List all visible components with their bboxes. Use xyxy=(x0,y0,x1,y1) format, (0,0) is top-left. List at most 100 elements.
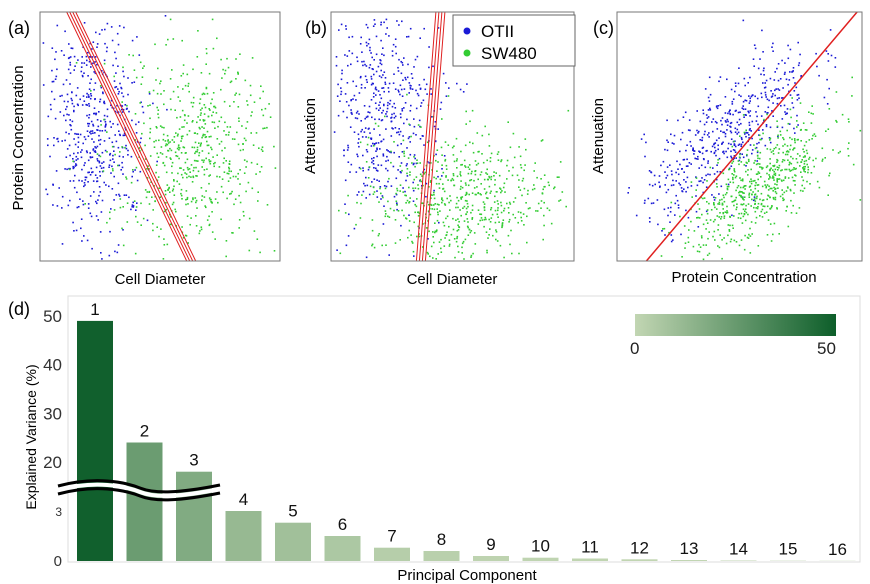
point xyxy=(152,209,154,211)
point xyxy=(455,137,458,140)
point xyxy=(125,144,127,147)
point xyxy=(191,121,194,123)
point xyxy=(364,87,366,89)
point xyxy=(116,123,119,126)
point xyxy=(400,116,402,119)
point xyxy=(493,171,495,173)
point xyxy=(121,161,123,164)
point xyxy=(465,213,468,215)
point xyxy=(90,95,93,97)
point xyxy=(787,159,789,161)
point xyxy=(376,170,379,172)
point xyxy=(702,244,705,246)
point xyxy=(424,171,426,174)
point xyxy=(169,141,171,143)
point xyxy=(360,75,362,78)
point xyxy=(745,204,747,207)
point xyxy=(772,165,774,167)
point xyxy=(119,198,122,200)
point xyxy=(51,69,53,72)
point xyxy=(121,227,123,230)
point xyxy=(162,162,164,164)
point xyxy=(717,159,719,161)
point xyxy=(430,180,432,182)
point xyxy=(358,138,360,140)
point xyxy=(77,136,80,139)
point xyxy=(667,188,670,191)
point xyxy=(229,81,232,84)
point xyxy=(66,93,69,96)
point xyxy=(441,118,443,120)
point xyxy=(350,163,353,166)
point xyxy=(789,148,791,151)
point xyxy=(697,132,699,134)
point xyxy=(436,170,438,172)
point xyxy=(715,178,718,181)
point xyxy=(435,159,437,162)
point xyxy=(169,157,172,159)
point xyxy=(834,57,837,59)
point xyxy=(508,221,510,223)
point xyxy=(416,159,418,161)
point xyxy=(543,224,545,227)
point xyxy=(628,187,630,189)
point xyxy=(743,185,746,187)
point xyxy=(722,212,724,214)
point xyxy=(760,210,763,213)
point xyxy=(218,166,221,168)
point xyxy=(396,131,398,134)
point xyxy=(81,62,83,64)
point xyxy=(366,143,369,146)
point xyxy=(156,226,158,228)
point xyxy=(98,194,100,197)
point xyxy=(471,218,473,220)
point xyxy=(380,23,382,26)
point xyxy=(365,79,368,81)
point xyxy=(206,140,208,143)
point xyxy=(675,171,677,174)
point xyxy=(120,87,123,90)
point xyxy=(732,160,735,163)
point xyxy=(486,251,488,254)
point xyxy=(769,139,771,141)
point xyxy=(119,151,121,153)
point xyxy=(772,190,774,192)
point xyxy=(378,180,380,182)
point xyxy=(122,95,125,98)
point xyxy=(182,72,184,75)
point xyxy=(743,77,746,80)
point xyxy=(426,161,429,163)
point xyxy=(96,43,99,45)
point xyxy=(193,146,196,149)
point xyxy=(191,146,194,149)
point xyxy=(461,242,464,245)
point xyxy=(437,253,439,255)
point xyxy=(422,99,425,102)
point xyxy=(765,124,768,126)
point xyxy=(705,186,708,188)
point xyxy=(433,208,436,211)
point xyxy=(486,159,488,162)
point xyxy=(171,203,174,206)
point xyxy=(176,116,178,119)
point xyxy=(52,80,55,83)
point xyxy=(71,91,73,94)
point xyxy=(732,98,735,100)
point xyxy=(689,129,691,132)
point xyxy=(162,138,165,141)
point xyxy=(104,149,107,152)
point xyxy=(81,74,84,77)
point xyxy=(496,191,498,193)
point xyxy=(380,69,382,72)
point xyxy=(680,233,682,236)
point xyxy=(452,179,455,181)
point xyxy=(246,104,249,106)
point xyxy=(99,98,102,101)
point xyxy=(742,208,745,211)
point xyxy=(712,235,714,238)
point xyxy=(228,168,231,170)
point xyxy=(766,198,768,201)
point xyxy=(796,120,798,122)
point xyxy=(757,245,760,247)
point xyxy=(489,228,491,230)
